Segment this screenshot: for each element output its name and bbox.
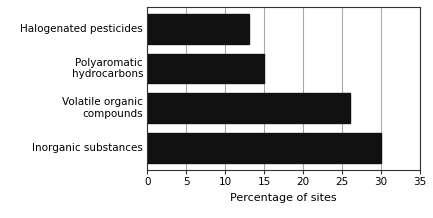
Bar	[147, 93, 350, 123]
Bar	[147, 133, 381, 163]
Bar	[147, 54, 264, 83]
Bar	[147, 14, 249, 44]
X-axis label: Percentage of sites: Percentage of sites	[230, 192, 337, 203]
